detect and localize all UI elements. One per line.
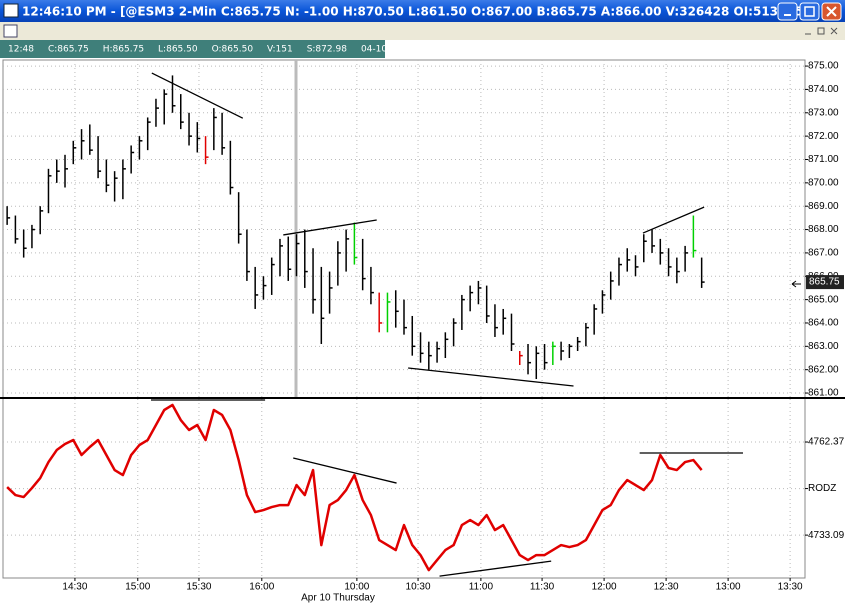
price-arrow <box>791 280 801 288</box>
minimize-glyph <box>784 14 791 16</box>
doc-icon <box>3 24 18 38</box>
status-item: M:2 <box>416 45 433 55</box>
price-panel: 861.00862.00863.00864.00865.00866.00867.… <box>3 60 844 399</box>
status-item: S:872.98 <box>307 45 348 55</box>
x-tick-label: 15:00 <box>125 582 150 593</box>
y-tick-label: 4762.37 <box>808 437 845 448</box>
trendline <box>293 457 397 484</box>
minimize-button[interactable] <box>777 2 798 21</box>
y-tick-label: 4733.09 <box>808 530 845 541</box>
status-item: O:865.50 <box>212 45 254 55</box>
last-price-label: 865.75 <box>809 277 840 288</box>
y-tick-label: 864.00 <box>808 318 839 329</box>
status-item: C:865.75 <box>48 45 89 55</box>
x-tick-label: 11:30 <box>530 582 555 593</box>
y-tick-label: 874.00 <box>808 84 839 95</box>
status-bar <box>0 40 385 58</box>
status-items: 12:48 C:865.75 H:865.75 L:865.50 O:865.50 V:1… <box>8 45 432 55</box>
maximize-button[interactable] <box>799 2 820 21</box>
indicator-line <box>6 403 703 572</box>
status-item: 12:48 <box>8 45 34 55</box>
title-bar <box>0 0 845 22</box>
trendline <box>151 72 244 119</box>
y-tick-label: 875.00 <box>808 61 839 72</box>
indicator-panel: 4733.09 RODZ 4762.37 14:30 15:00 15:30 16:00 10… <box>3 399 845 593</box>
close-glyph <box>826 6 837 17</box>
status-item: L:865.50 <box>158 45 198 55</box>
trendline <box>642 206 705 234</box>
x-tick-label: 11:00 <box>469 582 494 593</box>
menu-bar <box>0 22 845 40</box>
x-tick-label: 10:00 <box>344 582 369 593</box>
trendline <box>283 219 377 236</box>
y-tick-label: 869.00 <box>808 201 839 212</box>
status-item: V:151 <box>267 45 293 55</box>
child-window-controls[interactable] <box>805 27 838 35</box>
app-icon <box>3 3 19 18</box>
trendline <box>408 367 574 387</box>
y-tick-label: 873.00 <box>808 107 839 118</box>
y-tick-label: 862.00 <box>808 364 839 375</box>
y-tick-label: 863.00 <box>808 341 839 352</box>
x-tick-label: 10:30 <box>406 582 431 593</box>
status-item: 04-10-03 <box>361 45 402 55</box>
y-tick-label: 861.00 <box>808 388 839 399</box>
last-price-box <box>806 275 844 290</box>
status-item: H:865.75 <box>103 45 144 55</box>
x-tick-label: 12:30 <box>654 582 679 593</box>
y-tick-label: 871.00 <box>808 154 839 165</box>
y-tick-label: 868.00 <box>808 224 839 235</box>
x-tick-label: 15:30 <box>186 582 211 593</box>
x-axis-label: Apr 10 Thursday <box>301 593 375 604</box>
x-tick-label: 12:00 <box>592 582 617 593</box>
y-tick-label: 865.00 <box>808 294 839 305</box>
x-tick-label: 13:30 <box>778 582 803 593</box>
y-tick-label: 870.00 <box>808 177 839 188</box>
x-tick-label: 14:30 <box>62 582 87 593</box>
y-tick-label: 867.00 <box>808 248 839 259</box>
maximize-glyph <box>804 6 815 17</box>
window-title: 12:46:10 PM - [@ESM3 2-Min C:865.75 N: -… <box>22 5 813 19</box>
x-tick-label: 16:00 <box>249 582 274 593</box>
y-tick-label: 872.00 <box>808 131 839 142</box>
trendline <box>439 560 552 577</box>
y-tick-label: RODZ <box>808 483 836 494</box>
x-tick-label: 13:00 <box>716 582 741 593</box>
